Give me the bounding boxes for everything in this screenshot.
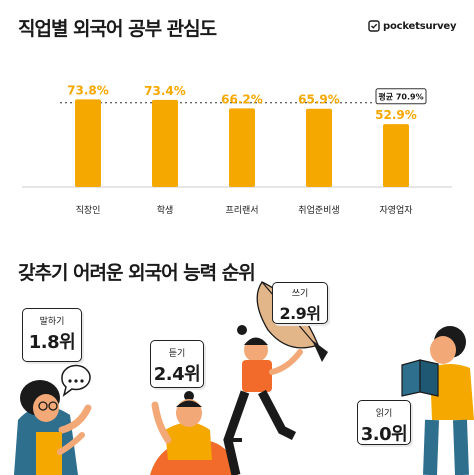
brand-name: pocketsurvey xyxy=(383,20,457,32)
category-label: 자영업자 xyxy=(379,205,413,216)
bar-5 xyxy=(383,124,409,187)
rank-card-label: 읽기 xyxy=(375,409,393,419)
category-label: 취업준비생 xyxy=(298,205,339,216)
rank-card-value: 3.0위 xyxy=(360,424,408,445)
category-label: 직장인 xyxy=(76,205,101,216)
bar-chart: 평균 70.9% 73.8% 직장인 73.4% 학생 66.2% 프리랜서 65.9% 취업… xyxy=(22,83,452,216)
person-writing-illustration xyxy=(223,325,303,475)
rank-card-value: 1.8위 xyxy=(28,332,76,353)
section-title: 갖추기 어려운 외국어 능력 순위 xyxy=(18,262,256,284)
rank-card-value: 2.4위 xyxy=(153,364,201,385)
checkbox-logo-icon xyxy=(368,20,380,32)
bar-3 xyxy=(229,108,255,187)
rank-card-label: 듣기 xyxy=(168,349,186,359)
category-label: 프리랜서 xyxy=(225,205,258,216)
bar-value-label: 66.2% xyxy=(221,92,263,106)
person-listening-illustration xyxy=(150,391,242,475)
bar-4 xyxy=(306,108,332,187)
speech-bubble-icon xyxy=(61,364,91,397)
book-icon xyxy=(401,359,439,397)
bar-value-label: 52.9% xyxy=(375,108,417,122)
bar-1 xyxy=(75,99,101,187)
bar-value-label: 65.9% xyxy=(298,93,340,107)
rank-card-value: 2.9위 xyxy=(279,304,321,323)
bar-value-label: 73.4% xyxy=(144,84,186,98)
brand-logo: pocketsurvey xyxy=(368,20,457,32)
average-label: 평균 70.9% xyxy=(378,91,423,101)
person-reading-illustration xyxy=(423,326,474,475)
rank-card-listening: 듣기 2.4위 xyxy=(150,340,204,388)
rank-card-writing: 쓰기 2.9위 xyxy=(272,282,328,324)
category-label: 학생 xyxy=(157,205,174,216)
bar-value-label: 73.8% xyxy=(67,83,109,97)
chart-title: 직업별 외국어 공부 관심도 xyxy=(18,18,217,40)
rank-card-speaking: 말하기 1.8위 xyxy=(22,308,82,362)
average-badge: 평균 70.9% xyxy=(375,88,427,105)
rank-card-reading: 읽기 3.0위 xyxy=(357,400,411,445)
rank-card-label: 쓰기 xyxy=(291,289,309,299)
bar-2 xyxy=(152,99,178,187)
rank-card-label: 말하기 xyxy=(39,317,65,327)
person-speaking-illustration xyxy=(14,380,92,475)
